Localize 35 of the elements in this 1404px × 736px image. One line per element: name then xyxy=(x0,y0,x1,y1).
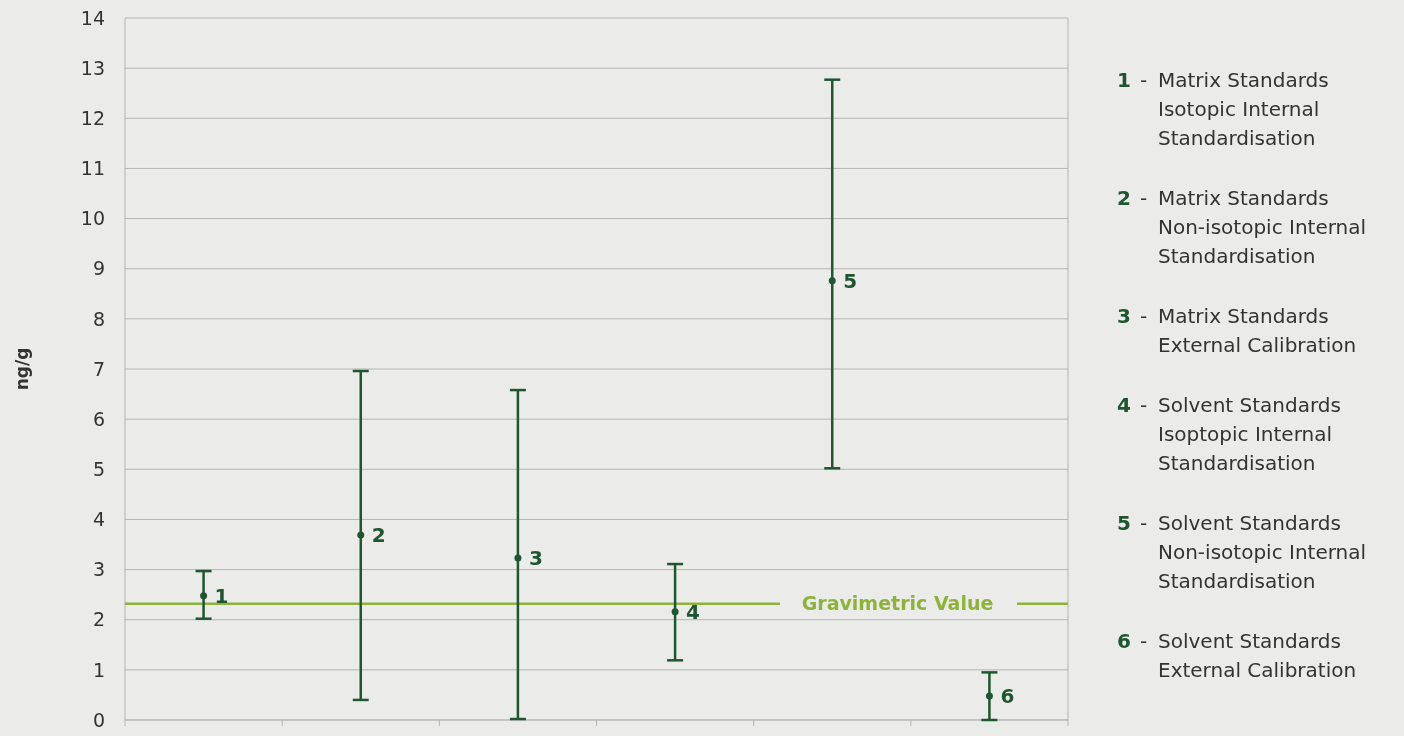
y-tick-label: 5 xyxy=(92,457,105,480)
series-label: 4 xyxy=(686,599,701,624)
y-tick-label: 12 xyxy=(80,106,105,129)
y-tick-label: 6 xyxy=(92,407,105,430)
y-tick-label: 2 xyxy=(92,608,105,631)
point xyxy=(514,554,522,562)
point xyxy=(985,692,993,700)
y-tick-label: 14 xyxy=(80,6,105,29)
y-tick-label: 4 xyxy=(92,508,105,531)
text: 1 - Matrix Standards Isotopic Internal Standardisation xyxy=(1117,68,1329,150)
point xyxy=(200,592,208,600)
point xyxy=(357,531,365,539)
series-label: 3 xyxy=(528,546,543,571)
series-label: 1 xyxy=(214,583,229,608)
series-label: 6 xyxy=(1000,683,1015,708)
text: 5 - Solvent Standards Non-isotopic Internal Standardisation xyxy=(1117,511,1367,593)
y-tick-label: 1 xyxy=(92,658,105,681)
series-label: 5 xyxy=(843,268,858,293)
y-tick-label: 11 xyxy=(80,157,105,180)
y-tick-label: 13 xyxy=(80,56,105,79)
y-tick-label: 3 xyxy=(92,558,105,581)
y-tick-label: 10 xyxy=(80,207,105,230)
y-tick-label: 8 xyxy=(92,307,105,330)
text: 4 - Solvent Standards Isoptopic Internal Standardisation xyxy=(1117,393,1341,475)
y-axis-title: ng/g xyxy=(12,347,32,391)
point xyxy=(828,277,836,285)
ref-line-label: Gravimetric Value xyxy=(801,592,994,615)
text: 2 - Matrix Standards Non-isotopic Internal Standardisation xyxy=(1117,186,1367,268)
y-tick-label: 0 xyxy=(92,708,105,731)
text: 6 - Solvent Standards External Calibration xyxy=(1117,629,1357,682)
y-tick-label: 7 xyxy=(92,357,105,380)
series-label: 2 xyxy=(371,522,386,547)
text: 3 - Matrix Standards External Calibration xyxy=(1117,304,1357,357)
point xyxy=(671,608,679,616)
y-tick-label: 9 xyxy=(92,257,105,280)
